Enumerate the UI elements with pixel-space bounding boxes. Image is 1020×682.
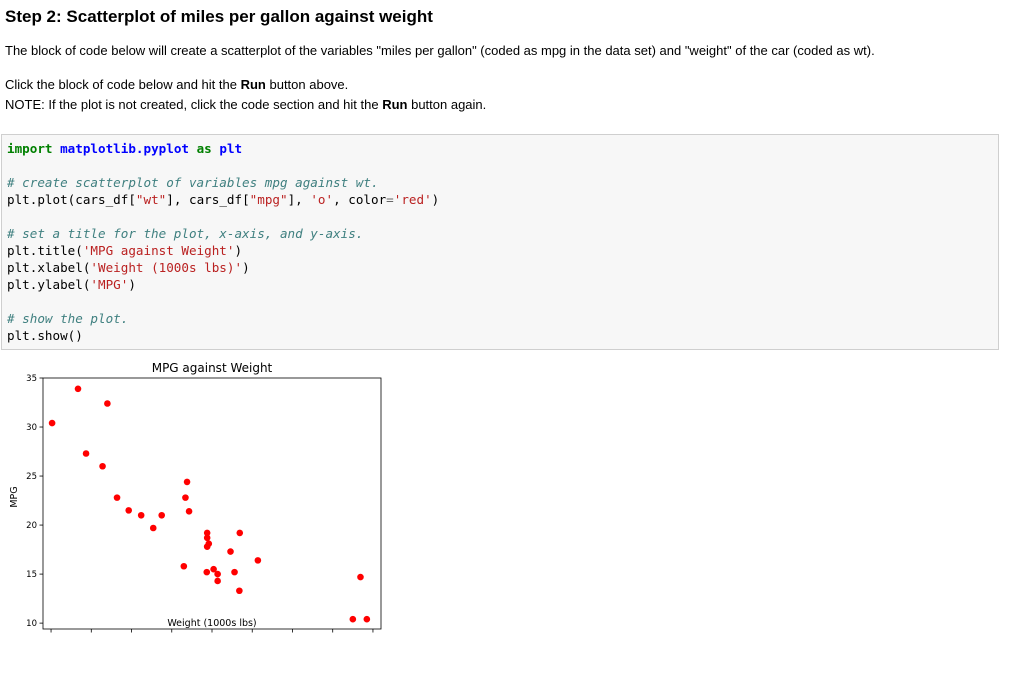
data-point xyxy=(158,511,166,519)
code-block[interactable]: import matplotlib.pyplot as plt # create… xyxy=(7,140,439,344)
code-operator: = xyxy=(386,192,394,207)
axis-ticks: 1.52.02.53.03.54.04.55.05.5101520253035 xyxy=(26,374,374,633)
code-text: plt.xlabel( xyxy=(7,260,91,275)
code-string: 'MPG against Weight' xyxy=(82,243,235,258)
plot-frame xyxy=(42,377,382,630)
chart-title: MPG against Weight xyxy=(152,361,273,375)
code-string: "mpg" xyxy=(249,192,288,207)
note-paragraph: NOTE: If the plot is not created, click … xyxy=(5,96,486,114)
data-point xyxy=(203,568,211,576)
data-point xyxy=(82,450,90,457)
data-points xyxy=(48,385,371,623)
code-string: 'o' xyxy=(310,192,334,207)
run-label: Run xyxy=(382,97,408,112)
y-tick-label: 10 xyxy=(26,619,37,629)
data-point xyxy=(137,511,145,519)
code-string: "wt" xyxy=(135,192,167,207)
data-point xyxy=(74,385,82,393)
data-point xyxy=(180,562,188,570)
code-cell[interactable]: import matplotlib.pyplot as plt # create… xyxy=(1,134,999,350)
data-point xyxy=(149,524,157,532)
data-point xyxy=(236,587,243,595)
data-point xyxy=(254,557,262,564)
code-string: 'red' xyxy=(393,192,432,207)
code-text: ) xyxy=(431,192,440,207)
data-point xyxy=(203,529,211,537)
code-text: ], cars_df[ xyxy=(166,192,250,207)
data-point xyxy=(227,548,234,555)
data-point xyxy=(104,400,111,407)
code-text: ) xyxy=(242,260,250,275)
code-comment: # set a title for the plot, x-axis, and … xyxy=(7,226,364,241)
instruction-text-end: button above. xyxy=(265,77,349,92)
code-module: matplotlib.pyplot xyxy=(60,141,189,156)
data-point xyxy=(214,577,221,585)
code-text: ) xyxy=(128,277,136,292)
y-tick-label: 20 xyxy=(26,521,37,531)
code-text: plt.plot(cars_df[ xyxy=(7,192,136,207)
code-comment: # show the plot. xyxy=(7,311,129,326)
data-point xyxy=(363,615,371,623)
code-text: ) xyxy=(234,243,243,258)
code-comment: # create scatterplot of variables mpg ag… xyxy=(7,175,379,190)
code-string: 'Weight (1000s lbs)' xyxy=(90,260,243,275)
code-text: plt.show() xyxy=(7,328,83,343)
code-text: plt.ylabel( xyxy=(7,277,91,292)
data-point xyxy=(231,568,238,576)
data-point xyxy=(214,570,221,578)
y-tick-label: 25 xyxy=(26,472,37,482)
y-tick-label: 15 xyxy=(26,570,37,580)
code-text: , color xyxy=(333,192,387,207)
data-point xyxy=(236,529,244,537)
data-point xyxy=(357,573,364,581)
code-alias: plt xyxy=(219,141,243,156)
data-point xyxy=(182,494,189,501)
code-text: plt.title( xyxy=(7,243,83,258)
y-tick-label: 35 xyxy=(26,374,37,384)
data-point xyxy=(205,540,213,547)
note-text-end: button again. xyxy=(407,97,487,112)
x-axis-label: Weight (1000s lbs) xyxy=(167,618,256,629)
code-text: ], xyxy=(287,192,311,207)
page-heading: Step 2: Scatterplot of miles per gallon … xyxy=(5,7,433,26)
code-keyword: import xyxy=(7,141,53,156)
data-point xyxy=(203,534,211,542)
data-point xyxy=(48,419,56,427)
data-point xyxy=(185,508,193,515)
code-string: 'MPG' xyxy=(90,277,129,292)
data-point xyxy=(113,494,121,501)
y-axis-label: MPG xyxy=(9,486,20,507)
data-point xyxy=(210,565,217,573)
code-keyword: as xyxy=(196,141,212,156)
instruction-text: Click the block of code below and hit th… xyxy=(5,77,241,92)
data-point xyxy=(125,507,133,514)
data-point xyxy=(349,615,357,623)
scatter-plot: MPG against Weight 1.52.02.53.03.54.04.5… xyxy=(9,361,382,633)
data-point xyxy=(183,478,191,486)
data-point xyxy=(99,462,106,470)
instruction-paragraph: Click the block of code below and hit th… xyxy=(5,76,348,94)
description-paragraph: The block of code below will create a sc… xyxy=(5,43,875,58)
run-label: Run xyxy=(240,77,266,92)
y-tick-label: 30 xyxy=(26,423,37,433)
note-text: NOTE: If the plot is not created, click … xyxy=(5,97,383,112)
